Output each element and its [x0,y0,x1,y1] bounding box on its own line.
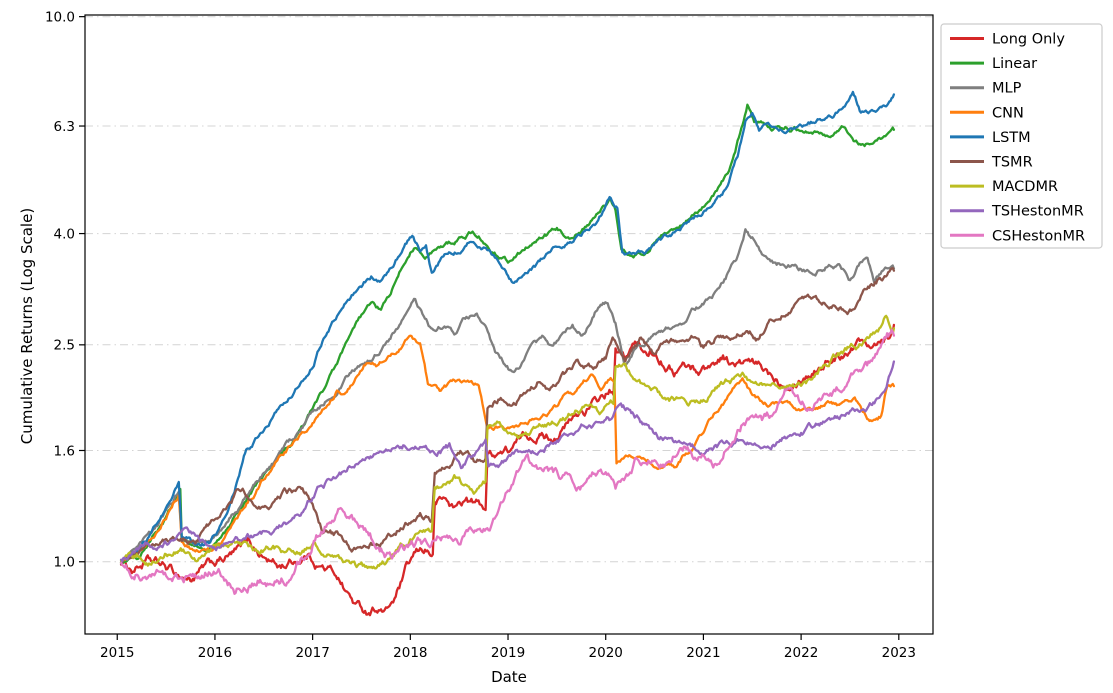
x-tick-label: 2015 [100,645,134,661]
series-line-long-only [119,323,896,617]
series-line-mlp [119,228,896,563]
legend-item-cnn: CNN [950,105,1024,121]
legend-item-lstm: LSTM [950,130,1031,146]
series-line-cshestonmr [119,328,896,595]
legend-item-mlp: MLP [950,81,1022,97]
series-line-linear [119,103,896,565]
x-tick-label: 2023 [882,645,916,661]
legend-item-linear: Linear [950,56,1037,72]
series-group [119,90,896,617]
legend-item-tsmr: TSMR [950,155,1033,171]
legend: Long Only Linear MLP CNN LSTM TSMR MACDMR TSHes… [940,23,1103,249]
x-tick-label: 2018 [393,645,427,661]
legend-label: MLP [992,81,1022,97]
y-axis: 10.0 6.3 4.0 2.5 1.6 1.0 [45,9,85,571]
legend-label: TSMR [991,155,1033,171]
y-tick-label: 10.0 [45,9,75,25]
x-tick-label: 2016 [198,645,232,661]
x-tick-label: 2021 [686,645,720,661]
series-line-tsmr [119,267,896,565]
y-tick-label: 4.0 [54,226,75,242]
x-axis-label: Date [491,668,527,686]
y-tick-label: 2.5 [54,338,75,354]
x-axis: 2015 2016 2017 2018 2019 2020 2021 2022 2023 [100,634,916,661]
legend-item-tshestonmr: TSHestonMR [950,204,1084,220]
legend-box [940,23,1103,249]
x-tick-label: 2019 [491,645,525,661]
legend-label: LSTM [992,130,1031,146]
series-line-lstm [119,90,896,564]
x-tick-label: 2022 [784,645,818,661]
legend-item-cshestonmr: CSHestonMR [950,228,1085,244]
legend-label: CSHestonMR [992,228,1085,244]
legend-label: Linear [992,56,1037,72]
grid-lines [85,16,933,563]
legend-label: CNN [992,105,1024,121]
legend-label: Long Only [992,32,1065,48]
legend-label: MACDMR [992,179,1058,195]
x-tick-label: 2017 [295,645,329,661]
y-tick-label: 1.6 [54,443,75,459]
x-tick-label: 2020 [589,645,623,661]
y-axis-label: Cumulative Returns (Log Scale) [18,207,36,445]
y-tick-label: 1.0 [54,555,75,571]
plot-border [84,14,934,635]
series-line-macdmr [119,314,896,570]
y-tick-label: 6.3 [54,119,75,135]
series-line-tshestonmr [119,360,896,563]
legend-item-long-only: Long Only [950,32,1065,48]
legend-item-macdmr: MACDMR [950,179,1058,195]
legend-label: TSHestonMR [991,204,1084,220]
